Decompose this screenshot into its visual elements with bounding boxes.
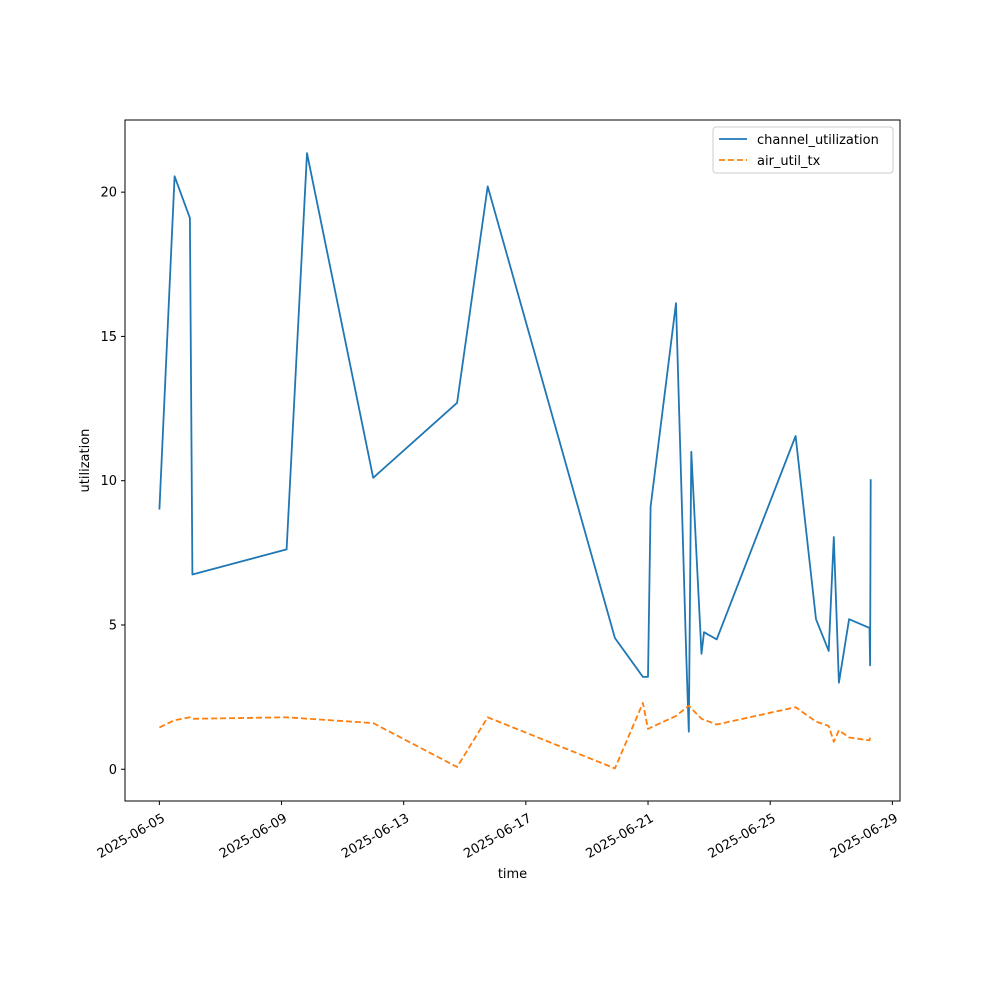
legend: channel_utilization air_util_tx: [712, 126, 894, 174]
y-tick-label: 5: [109, 618, 117, 633]
y-axis-label: utilization: [78, 429, 93, 493]
series-line-air-util-tx: [159, 702, 872, 770]
y-tick-label: 20: [100, 186, 117, 201]
series-line-channel-utilization: [158, 152, 872, 733]
y-axis-ticks: 0 5 10 15 20: [100, 186, 125, 778]
y-tick-label: 15: [100, 330, 117, 345]
series-layer: [158, 152, 872, 770]
legend-box: [712, 126, 894, 174]
legend-label: air_util_tx: [757, 154, 821, 169]
legend-label: channel_utilization: [757, 133, 879, 148]
y-tick-label: 10: [100, 474, 117, 489]
y-tick-label: 0: [109, 763, 117, 778]
x-axis-label: time: [498, 867, 527, 882]
plot-frame: [124, 119, 901, 802]
